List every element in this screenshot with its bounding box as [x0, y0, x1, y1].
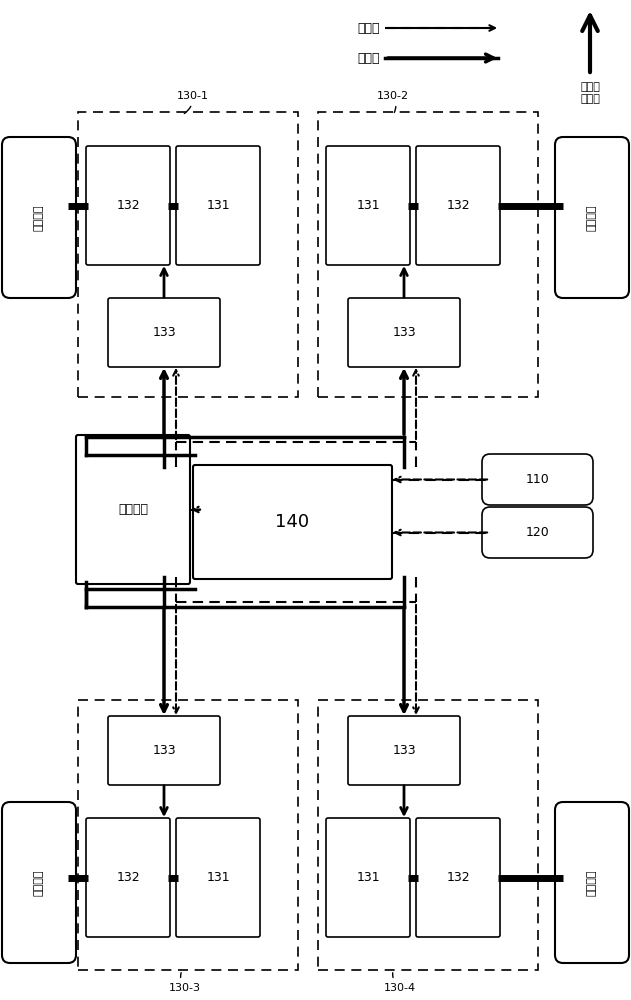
- Text: 131: 131: [356, 871, 380, 884]
- FancyBboxPatch shape: [176, 818, 260, 937]
- Text: 133: 133: [152, 326, 176, 339]
- Text: 132: 132: [116, 199, 140, 212]
- FancyBboxPatch shape: [318, 112, 538, 397]
- FancyBboxPatch shape: [2, 137, 76, 298]
- Text: 120: 120: [526, 526, 550, 539]
- Text: 130-4: 130-4: [384, 973, 416, 993]
- Text: 130-3: 130-3: [169, 973, 201, 993]
- Text: 左后车轮: 左后车轮: [34, 869, 44, 896]
- FancyBboxPatch shape: [86, 146, 170, 265]
- FancyBboxPatch shape: [176, 146, 260, 265]
- FancyBboxPatch shape: [482, 454, 593, 505]
- FancyBboxPatch shape: [416, 146, 500, 265]
- Text: 133: 133: [392, 744, 416, 757]
- FancyBboxPatch shape: [416, 818, 500, 937]
- Text: 110: 110: [526, 473, 550, 486]
- FancyBboxPatch shape: [482, 507, 593, 558]
- Text: 动力电池: 动力电池: [118, 503, 148, 516]
- FancyBboxPatch shape: [318, 700, 538, 970]
- FancyBboxPatch shape: [193, 465, 392, 579]
- FancyBboxPatch shape: [76, 435, 190, 584]
- Text: 132: 132: [116, 871, 140, 884]
- Text: 130-1: 130-1: [177, 91, 209, 114]
- Text: 133: 133: [392, 326, 416, 339]
- Text: 140: 140: [276, 513, 310, 531]
- FancyBboxPatch shape: [348, 298, 460, 367]
- FancyBboxPatch shape: [326, 818, 410, 937]
- Text: 132: 132: [446, 871, 470, 884]
- Text: 左前车轮: 左前车轮: [34, 204, 44, 231]
- Text: 133: 133: [152, 744, 176, 757]
- FancyBboxPatch shape: [108, 298, 220, 367]
- Text: 右前车轮: 右前车轮: [587, 204, 597, 231]
- FancyBboxPatch shape: [2, 802, 76, 963]
- Text: 信号线: 信号线: [358, 21, 380, 34]
- Text: 右后车轮: 右后车轮: [587, 869, 597, 896]
- Text: 131: 131: [356, 199, 380, 212]
- FancyBboxPatch shape: [555, 137, 629, 298]
- FancyBboxPatch shape: [78, 112, 298, 397]
- Text: 131: 131: [206, 871, 230, 884]
- Text: 130-2: 130-2: [377, 91, 409, 113]
- FancyBboxPatch shape: [78, 700, 298, 970]
- FancyBboxPatch shape: [555, 802, 629, 963]
- Text: 132: 132: [446, 199, 470, 212]
- FancyBboxPatch shape: [326, 146, 410, 265]
- Text: 电流线: 电流线: [358, 51, 380, 64]
- FancyBboxPatch shape: [108, 716, 220, 785]
- Text: 131: 131: [206, 199, 230, 212]
- FancyBboxPatch shape: [86, 818, 170, 937]
- Text: 汽车行
驶方向: 汽车行 驶方向: [580, 82, 600, 104]
- FancyBboxPatch shape: [348, 716, 460, 785]
